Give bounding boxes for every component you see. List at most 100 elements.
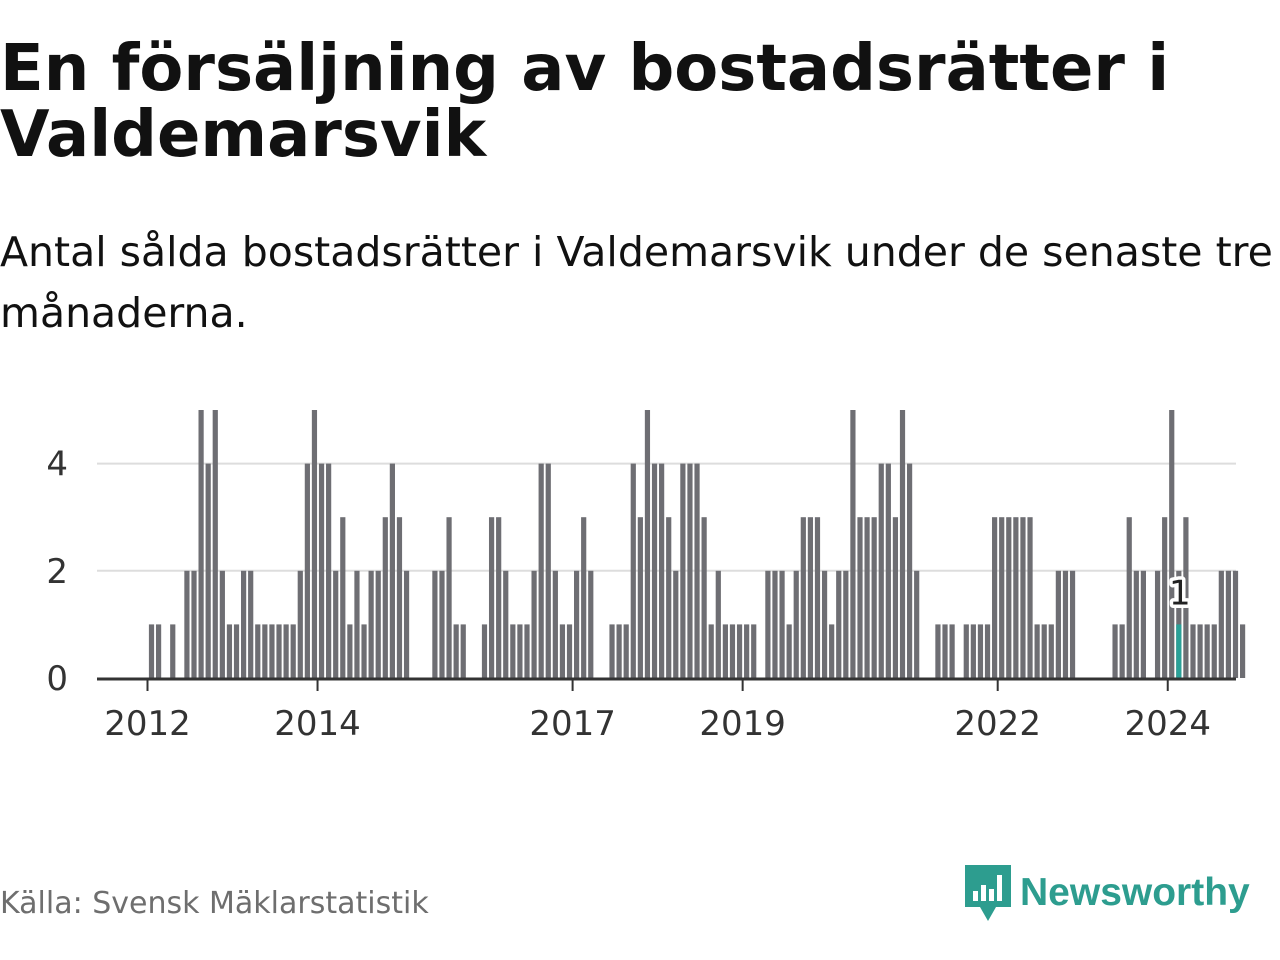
bar <box>673 570 679 678</box>
bar <box>850 410 856 678</box>
bar <box>821 570 828 678</box>
bar <box>155 624 162 678</box>
bar <box>942 624 948 678</box>
bar <box>290 624 296 678</box>
bar <box>807 517 814 678</box>
bar <box>1204 624 1210 678</box>
bar <box>1027 517 1033 678</box>
bar <box>970 624 976 678</box>
bar <box>857 517 863 678</box>
bar <box>885 463 891 678</box>
bar <box>453 624 459 678</box>
bar <box>736 624 743 678</box>
bar <box>1197 624 1203 678</box>
bar <box>198 410 204 678</box>
bar <box>552 570 558 678</box>
bar <box>311 410 318 678</box>
y-tick-label: 0 <box>46 659 68 699</box>
bar <box>836 570 842 678</box>
bars <box>148 410 1246 678</box>
bar <box>1119 624 1125 678</box>
bar <box>1041 624 1047 678</box>
bar <box>503 570 509 678</box>
bar <box>510 624 516 678</box>
bar <box>496 517 502 678</box>
highlight-value-label: 1 <box>1169 573 1191 613</box>
bar <box>772 570 778 678</box>
bar <box>899 410 906 678</box>
x-tick-label: 2019 <box>699 704 786 744</box>
bar <box>1048 624 1054 678</box>
bar <box>1169 410 1175 678</box>
bar <box>992 517 998 678</box>
bar <box>864 517 870 678</box>
bar <box>708 624 714 678</box>
bar <box>191 570 197 678</box>
x-tick-label: 2014 <box>274 704 361 744</box>
bar <box>651 463 658 678</box>
bar <box>269 624 275 678</box>
bar <box>906 463 913 678</box>
bar <box>687 463 693 678</box>
bar <box>892 517 899 678</box>
chart-subtitle: Antal sålda bostadsrätter i Valdemarsvik… <box>0 228 1273 337</box>
bar <box>800 517 806 678</box>
bar <box>389 463 395 678</box>
y-tick-label: 4 <box>46 445 68 485</box>
bar <box>1140 570 1146 678</box>
bar <box>233 624 240 678</box>
bar <box>1183 517 1189 678</box>
bar <box>616 624 622 678</box>
bar <box>361 624 367 678</box>
bar <box>318 463 325 678</box>
bar <box>644 410 651 678</box>
bar <box>984 624 991 678</box>
bar <box>729 624 736 678</box>
bar <box>559 624 566 678</box>
newsworthy-logo-icon <box>965 865 1011 921</box>
bar <box>1055 570 1061 678</box>
bar <box>744 624 750 678</box>
bar <box>878 463 884 678</box>
bar <box>1112 624 1118 678</box>
chart-title: En försäljning av bostadsrätter i Valdem… <box>0 32 1170 172</box>
bar <box>481 624 488 678</box>
highlight-bar <box>1176 624 1182 678</box>
bar <box>403 570 410 678</box>
bar <box>722 624 728 678</box>
bar <box>751 624 757 678</box>
bar <box>432 570 438 678</box>
bar <box>963 624 969 678</box>
bar <box>375 570 381 678</box>
bar <box>1133 570 1139 678</box>
x-tick-label: 2022 <box>954 704 1041 744</box>
x-tick-label: 2017 <box>529 704 616 744</box>
bar <box>304 463 310 678</box>
bar <box>184 570 190 678</box>
annotations: 11 <box>1166 570 1195 617</box>
x-axis-ticks: 2012 2014 2017 2019 2022 2024 <box>104 679 1211 744</box>
x-tick-label: 2024 <box>1124 704 1211 744</box>
bar <box>694 463 700 678</box>
bar <box>255 624 261 678</box>
bar <box>276 624 282 678</box>
y-axis-ticks: 0 2 4 <box>46 445 68 699</box>
bar <box>701 517 707 678</box>
bar <box>977 624 984 678</box>
bar <box>538 463 544 678</box>
bar <box>630 463 636 678</box>
bar <box>347 624 353 678</box>
bar <box>666 517 672 678</box>
bar <box>1154 570 1161 678</box>
bar <box>1013 517 1019 678</box>
bar <box>446 517 452 678</box>
bar <box>170 624 176 678</box>
newsworthy-logo[interactable]: Newsworthy <box>962 863 1250 923</box>
bar <box>1211 624 1217 678</box>
bar <box>524 624 530 678</box>
bar <box>1218 570 1224 678</box>
bar <box>715 570 721 678</box>
bar <box>786 624 792 678</box>
bar <box>368 570 374 678</box>
bar <box>1062 570 1069 678</box>
